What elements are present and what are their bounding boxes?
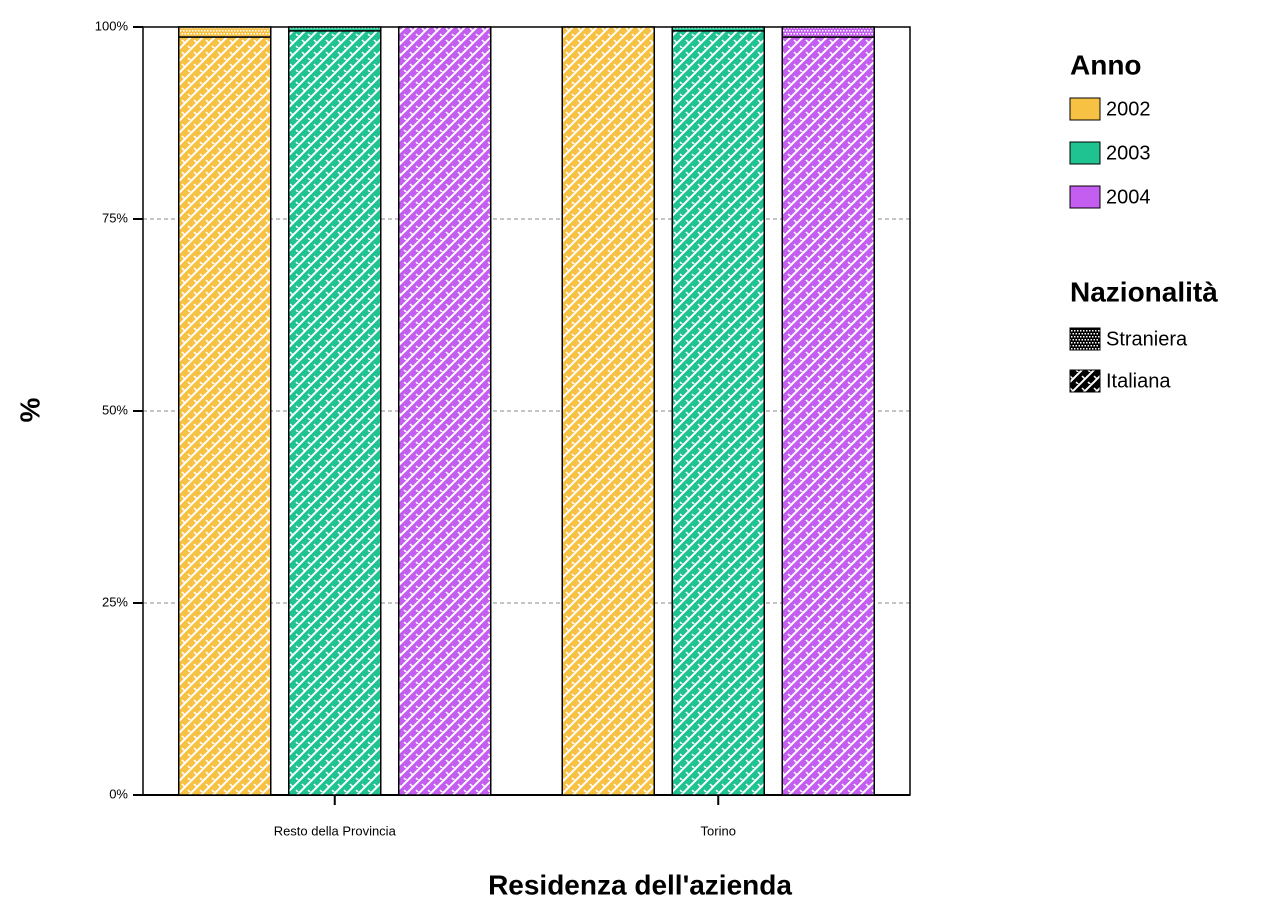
legend-swatch	[1069, 185, 1101, 209]
legend-label: 2003	[1106, 142, 1151, 164]
bar-segment	[178, 26, 272, 38]
legend-label: Straniera	[1106, 328, 1188, 350]
bar-segment	[781, 36, 875, 796]
legend-label: 2002	[1106, 98, 1151, 120]
bar-segment	[671, 26, 765, 32]
legend-swatch	[1069, 369, 1101, 393]
legend-label: Italiana	[1106, 370, 1171, 392]
y-axis-title: %	[14, 397, 45, 422]
y-tick-label: 50%	[102, 402, 128, 417]
x-tick-label: Torino	[701, 823, 736, 838]
bar-segment	[288, 30, 382, 796]
x-axis-title: Residenza dell'azienda	[488, 869, 792, 900]
legend-swatch	[1069, 141, 1101, 165]
y-tick-label: 75%	[102, 210, 128, 225]
bar-segment	[178, 36, 272, 796]
bar-segment	[671, 30, 765, 796]
bar-segment	[288, 26, 382, 32]
legend-title: Nazionalità	[1070, 276, 1218, 307]
bar-segment	[781, 26, 875, 38]
bar-segment	[398, 26, 492, 796]
y-tick-label: 0%	[109, 786, 128, 801]
y-tick-label: 25%	[102, 594, 128, 609]
legend-swatch	[1069, 327, 1101, 351]
x-tick-label: Resto della Provincia	[274, 823, 397, 838]
y-tick-label: 100%	[95, 18, 129, 33]
legend-swatch	[1069, 97, 1101, 121]
bar-segment	[561, 26, 655, 796]
legend-title: Anno	[1070, 49, 1142, 80]
legend-label: 2004	[1106, 186, 1151, 208]
